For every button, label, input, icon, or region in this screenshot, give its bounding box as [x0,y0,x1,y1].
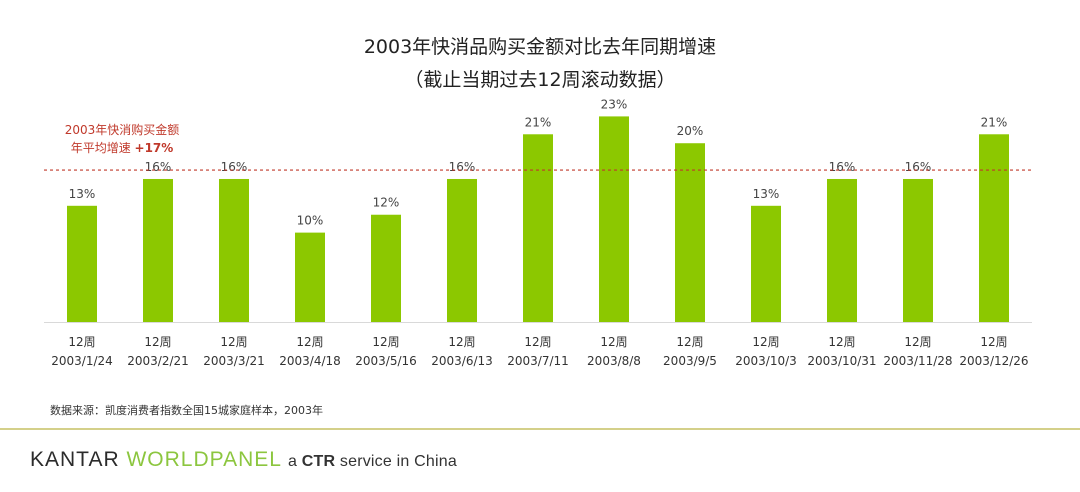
bar-value-label: 13% [753,187,780,201]
bar-value-label: 16% [449,160,476,174]
service-text: a CTR service in China [288,453,457,470]
brand-worldpanel: WORLDPANEL [126,448,282,471]
brand-kantar: KANTAR [30,448,127,471]
service-suffix: service in China [335,453,457,470]
x-tick-label-period: 12周 [904,335,931,349]
x-tick-label-date: 2003/5/16 [355,354,417,368]
x-tick-label-date: 2003/6/13 [431,354,493,368]
reference-label-line1: 2003年快消购买金额 [65,122,180,137]
x-tick-label-date: 2003/9/5 [663,354,717,368]
bar [675,143,705,322]
footer-divider [0,428,1080,430]
service-prefix: a [288,453,302,470]
bar-value-label: 10% [297,214,324,228]
bar-value-label: 16% [145,160,172,174]
x-tick-label-period: 12周 [448,335,475,349]
x-tick-label-period: 12周 [296,335,323,349]
bar-value-label: 13% [69,187,96,201]
source-note: 数据来源：凯度消费者指数全国15城家庭样本，2003年 [50,403,323,417]
reference-label-value: +17% [135,141,174,155]
bar-value-label: 20% [677,124,704,138]
x-tick-label-period: 12周 [524,335,551,349]
service-ctr: CTR [301,453,336,470]
bar-value-label: 16% [221,160,248,174]
x-tick-label-date: 2003/12/26 [959,354,1028,368]
x-tick-label-period: 12周 [828,335,855,349]
x-tick-label-period: 12周 [752,335,779,349]
x-tick-label-date: 2003/2/21 [127,354,189,368]
bar [295,232,325,322]
bar [523,134,553,322]
bar [979,134,1009,322]
x-tick-label-period: 12周 [676,335,703,349]
x-tick-label-date: 2003/4/18 [279,354,341,368]
x-tick-label-date: 2003/8/8 [587,354,641,368]
reference-label-text: 年平均增速 [71,141,135,155]
bar [447,178,477,322]
x-tick-label-date: 2003/11/28 [883,354,952,368]
x-tick-label-period: 12周 [144,335,171,349]
bar [599,116,629,322]
bar [143,178,173,322]
bar [371,214,401,322]
x-tick-label-date: 2003/3/21 [203,354,265,368]
bar-value-label: 23% [601,97,628,111]
x-tick-label-period: 12周 [220,335,247,349]
bar [219,178,249,322]
x-tick-label-period: 12周 [600,335,627,349]
x-tick-label-period: 12周 [372,335,399,349]
bar [751,205,781,322]
x-tick-label-date: 2003/10/3 [735,354,797,368]
chart-subtitle: （截止当期过去12周滚动数据） [404,69,675,91]
bar [67,205,97,322]
bar-value-label: 21% [981,115,1008,129]
bar-value-label: 16% [829,160,856,174]
x-tick-label-date: 2003/1/24 [51,354,113,368]
x-tick-label-date: 2003/10/31 [807,354,876,368]
x-tick-label-period: 12周 [68,335,95,349]
bar [827,178,857,322]
brand-logo: KANTAR WORLDPANEL a CTR service in China [30,448,457,472]
x-tick-label-period: 12周 [980,335,1007,349]
chart-title: 2003年快消品购买金额对比去年同期增速 [364,36,716,58]
bar [903,178,933,322]
bar-value-label: 16% [905,160,932,174]
bar-value-label: 12% [373,196,400,210]
x-tick-label-date: 2003/7/11 [507,354,569,368]
bar-value-label: 21% [525,115,552,129]
reference-label-line2: 年平均增速 +17% [71,141,174,155]
